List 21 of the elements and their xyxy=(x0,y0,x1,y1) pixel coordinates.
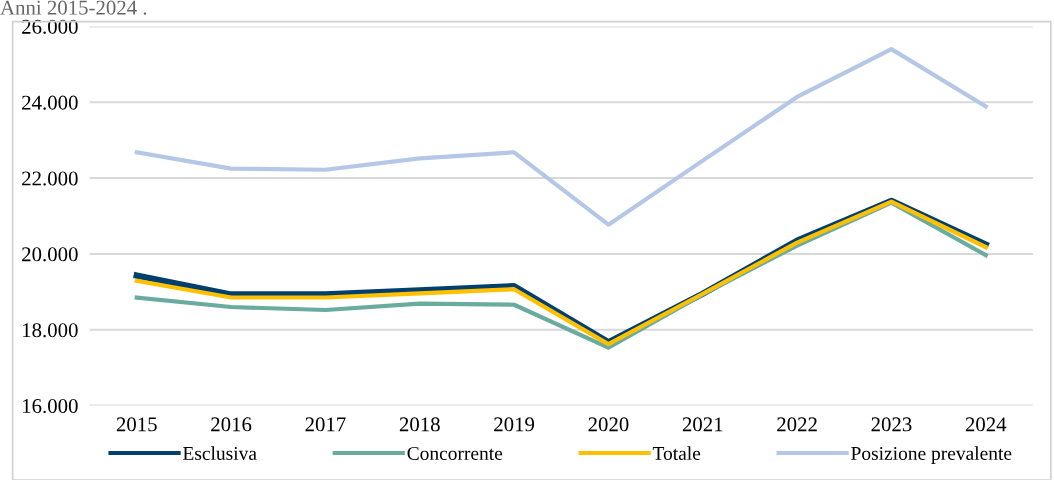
x-tick-label: 2016 xyxy=(211,417,252,432)
chart-title: Anni 2015-2024 . xyxy=(0,0,147,15)
y-tick-label: 24.000 xyxy=(22,95,78,110)
x-tick-label: 2021 xyxy=(682,417,723,432)
x-tick-label: 2024 xyxy=(965,417,1007,432)
x-tick-label: 2015 xyxy=(116,417,157,432)
line-series xyxy=(134,47,988,227)
x-tick-label: 2019 xyxy=(494,417,535,432)
y-tick-label: 20.000 xyxy=(22,247,78,262)
x-tick-label: 2020 xyxy=(588,417,629,432)
x-tick-label: 2017 xyxy=(305,417,346,432)
legend-label: Posizione prevalente xyxy=(851,446,1012,464)
x-tick-label: 2023 xyxy=(871,417,912,432)
x-tick-label: 2018 xyxy=(399,417,440,432)
y-tick-label: 18.000 xyxy=(23,323,78,338)
y-tick-label: 16.000 xyxy=(23,398,78,414)
legend-label: Concorrente xyxy=(407,446,503,460)
legend-label: Totale xyxy=(652,446,701,460)
legend-label: Esclusiva xyxy=(183,446,257,460)
y-tick-label: 22.000 xyxy=(22,171,78,186)
x-tick-label: 2022 xyxy=(777,417,817,432)
